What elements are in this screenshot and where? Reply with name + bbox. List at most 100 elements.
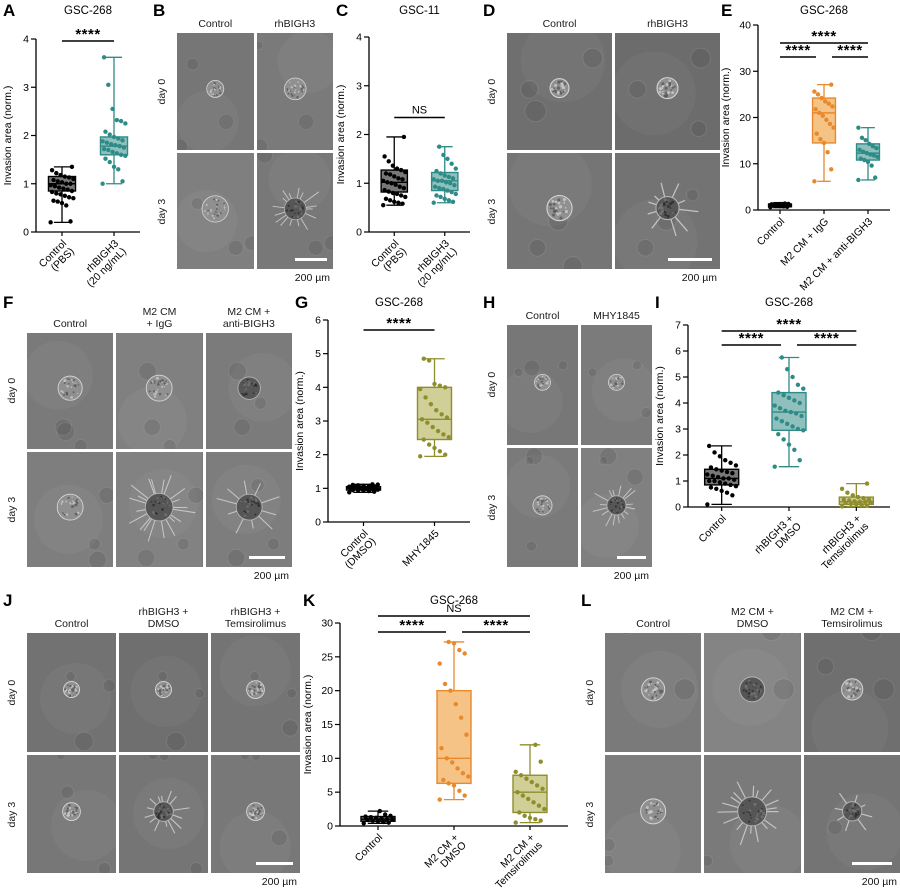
micrographs-rhbigh3-temsirolimus: Control rhBIGH3 + DMSO rhBIGH3 + Temsiroli…	[0, 590, 300, 896]
panel-label-b: B	[153, 1, 166, 20]
y-tick-label: 30	[321, 618, 333, 630]
spheroid	[246, 801, 265, 821]
micrograph-image	[256, 152, 333, 269]
micrograph-image	[605, 633, 702, 752]
micrograph-image	[116, 333, 203, 449]
scatter-points	[431, 144, 458, 205]
debris	[244, 234, 254, 251]
micrograph-cell	[507, 447, 578, 567]
micrograph-image	[256, 33, 333, 150]
y-axis-label: Invasion area (norm.)	[294, 371, 306, 471]
micrograph-cell	[581, 325, 652, 445]
y-tick-label: 2	[356, 129, 362, 141]
micrograph-cell	[27, 633, 116, 752]
sig-label: NS	[412, 104, 427, 116]
x-tick-label: rhBIGH3 +Temsirolimus	[812, 513, 872, 573]
box-group	[838, 481, 875, 509]
micrograph-image	[581, 447, 652, 567]
y-axis-label: Invasion area (norm.)	[654, 366, 666, 466]
panel-c: C GSC-11 0 1 2 3 4 Invasion area (norm.) Contro…	[333, 0, 480, 292]
sig-label: ****	[776, 316, 801, 333]
panel-label-l: L	[581, 591, 592, 610]
boxplot-m2cm-temsirolimus: GSC-268 0 5 10 15 20 25 30 Invasion area (norm.)…	[300, 590, 578, 896]
micrograph-image	[704, 633, 801, 752]
scatter-points	[812, 82, 836, 184]
sig-label: ****	[483, 617, 508, 634]
scatter-points	[768, 201, 792, 210]
micrograph-cell	[119, 633, 208, 752]
debris	[166, 731, 186, 752]
box-group	[855, 125, 881, 183]
box-group	[703, 443, 740, 507]
y-tick-label: 30	[739, 66, 751, 78]
y-tick-label: 3	[356, 80, 362, 92]
debris	[138, 362, 158, 381]
y-tick-label: 2	[675, 450, 681, 462]
panel-label-i: I	[655, 293, 660, 312]
micrographs-control-vs-rhbigh3: Control rhBIGH3 day 0 day 3 200 µm	[150, 0, 333, 292]
micrograph-cell	[211, 633, 300, 752]
debris	[286, 688, 297, 699]
panel-label-g: G	[295, 293, 309, 312]
spheroid	[153, 800, 174, 822]
row-label: day 0	[486, 78, 498, 105]
debris	[281, 719, 299, 737]
scatter-points	[361, 808, 395, 826]
debris	[177, 138, 188, 150]
debris	[239, 754, 251, 760]
debris	[587, 367, 598, 377]
x-tick-label: Control(DMSO)	[335, 528, 378, 571]
sig-label: ****	[75, 26, 100, 43]
panel-label-k: K	[303, 591, 316, 610]
y-tick-label: 5	[675, 372, 681, 384]
debris	[562, 255, 583, 269]
y-tick-label: 5	[315, 348, 321, 360]
debris	[816, 657, 834, 676]
boxplot-svg: GSC-268 0 5 10 15 20 25 30 Invasion area (norm.)…	[302, 595, 568, 892]
y-tick-label: 4	[356, 32, 362, 44]
debris	[233, 418, 251, 436]
x-tick-label: rhBIGH3 +DMSO	[752, 513, 804, 565]
box-group	[380, 134, 409, 208]
spheroid	[655, 195, 680, 220]
row-label: day 0	[584, 679, 596, 706]
micrograph-image	[119, 754, 208, 873]
spheroid	[546, 194, 573, 221]
box-group	[771, 355, 807, 469]
x-tick-label: Control(PBS)	[37, 238, 77, 278]
debris	[88, 537, 101, 550]
spheroid	[737, 795, 768, 826]
micrographs-mhy1845: Control MHY1845 day 0 day 3 200 µm	[480, 292, 652, 590]
debris	[605, 837, 616, 852]
spheroid	[201, 194, 229, 223]
panel-g: G GSC-268 0 1 2 3 4 5 6 Invasion area (norm.) Con…	[292, 292, 480, 590]
debris	[55, 754, 67, 760]
spheroid	[656, 77, 679, 100]
x-tick-label: Control	[755, 216, 787, 248]
micrograph-cell	[177, 152, 254, 269]
debris	[787, 633, 799, 635]
y-tick-label: 6	[675, 346, 681, 358]
row-label: day 3	[486, 494, 498, 521]
y-tick-label: 3	[675, 424, 681, 436]
panel-h: H Control MHY1845 day 0 day 3 200 µm	[480, 292, 652, 590]
column-label: MHY1845	[593, 309, 640, 322]
debris	[137, 548, 156, 567]
debris	[186, 58, 199, 71]
x-tick-label: Control(PBS)	[369, 238, 409, 278]
y-tick-label: 0	[327, 821, 333, 833]
panel-label-a: A	[3, 1, 16, 20]
scatter-points	[48, 164, 76, 225]
y-tick-label: 2	[315, 449, 321, 461]
y-tick-label: 6	[315, 315, 321, 327]
debris	[523, 359, 541, 377]
column-label: M2 CM + DMSO	[731, 605, 774, 630]
scatter-points	[856, 125, 880, 183]
box	[512, 774, 548, 814]
x-tick-label: MHY1845	[400, 528, 442, 570]
debris	[704, 854, 714, 867]
y-tick-label: 0	[675, 502, 681, 514]
spheroid	[146, 374, 173, 402]
x-tick-label: M2 CM +Temsirolimus	[485, 832, 545, 892]
y-tick-label: 4	[315, 382, 321, 394]
